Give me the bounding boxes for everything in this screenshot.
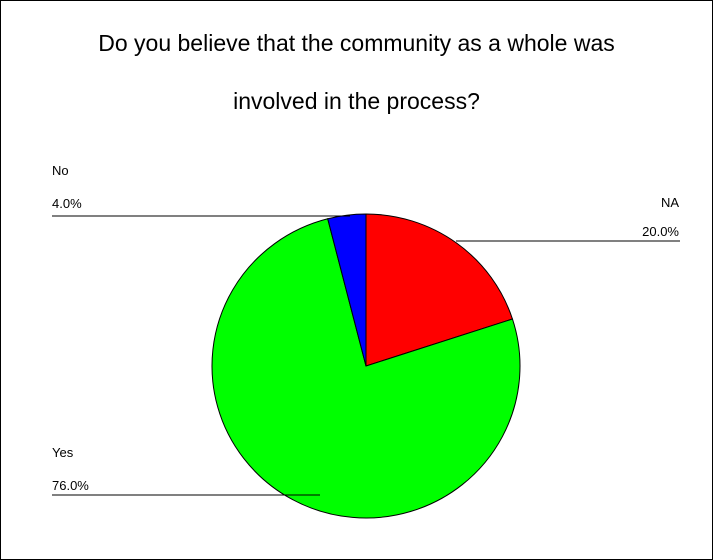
slice-value-na: 20.0% xyxy=(642,224,679,239)
slice-value-yes: 76.0% xyxy=(52,478,89,493)
pie-slice-no xyxy=(327,213,367,367)
slice-label-na: NA xyxy=(661,195,679,210)
pie-slice-na xyxy=(365,213,514,367)
slice-label-no: No xyxy=(52,163,69,178)
slice-label-yes: Yes xyxy=(52,445,74,460)
slice-value-no: 4.0% xyxy=(52,196,82,211)
chart-title-line-2: involved in the process? xyxy=(233,88,480,114)
chart-title-line-1: Do you believe that the community as a w… xyxy=(98,30,615,56)
pie-slice-yes xyxy=(211,218,521,519)
